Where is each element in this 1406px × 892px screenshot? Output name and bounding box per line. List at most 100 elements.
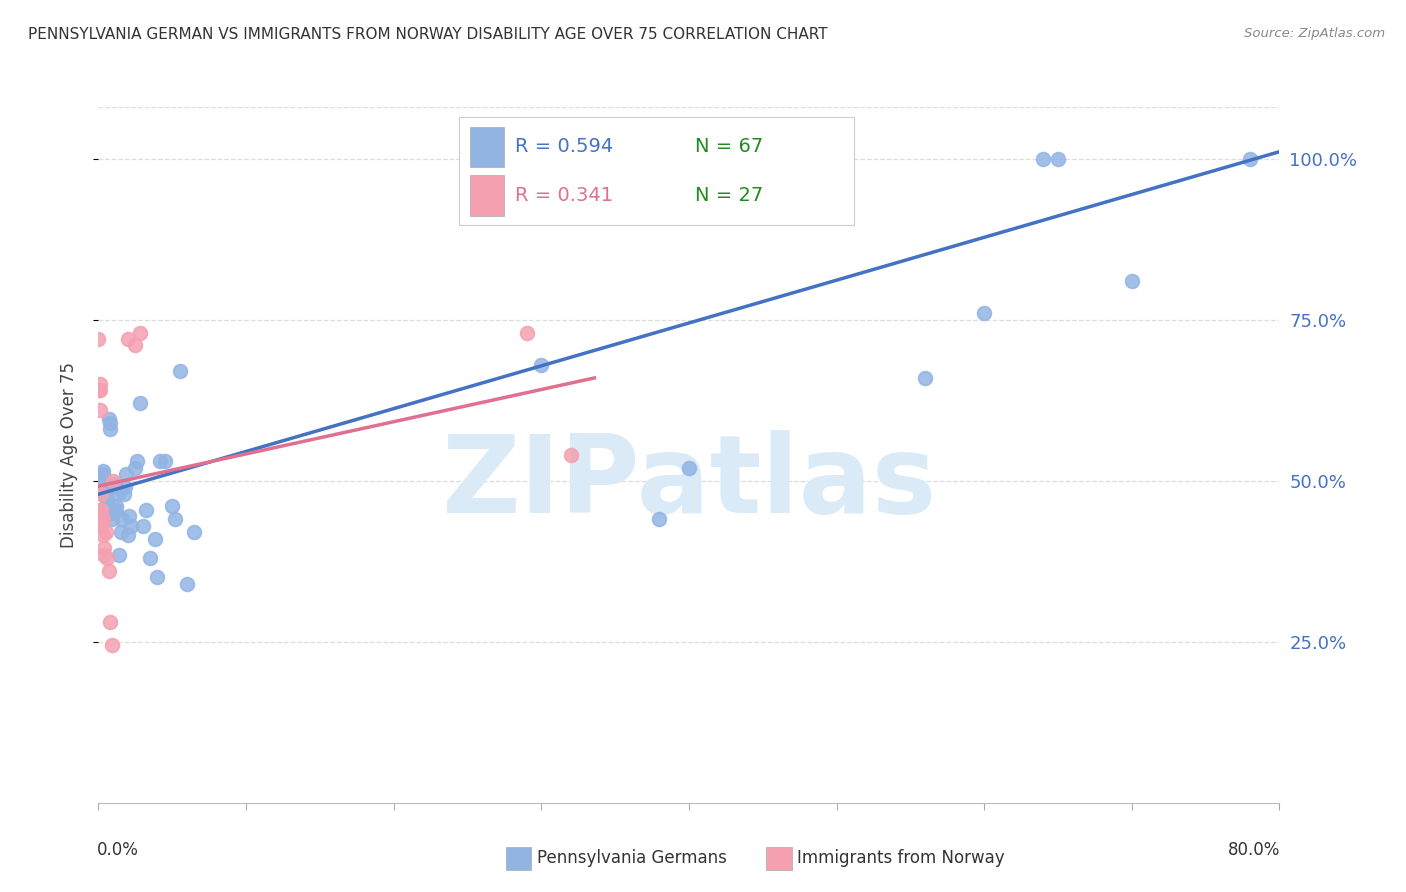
Point xyxy=(111,512,134,526)
Point xyxy=(103,474,125,488)
Point xyxy=(89,476,111,491)
Point xyxy=(90,480,112,494)
Point xyxy=(546,152,568,166)
Point xyxy=(98,422,121,436)
Point xyxy=(87,384,110,398)
Point xyxy=(162,500,183,514)
Point xyxy=(108,548,131,562)
Text: ZIPatlas: ZIPatlas xyxy=(441,430,936,536)
Point xyxy=(91,464,114,478)
Point xyxy=(165,512,187,526)
Point xyxy=(1239,152,1261,166)
Text: N = 67: N = 67 xyxy=(695,137,763,156)
Point xyxy=(89,518,111,533)
Point xyxy=(139,551,162,566)
Point xyxy=(98,615,121,630)
Text: 0.0%: 0.0% xyxy=(97,841,139,859)
Point xyxy=(107,486,129,500)
Point xyxy=(516,152,538,166)
Text: Immigrants from Norway: Immigrants from Norway xyxy=(797,849,1005,867)
Point xyxy=(153,454,176,468)
Point xyxy=(89,509,111,524)
Bar xyxy=(471,175,503,216)
Text: Source: ZipAtlas.com: Source: ZipAtlas.com xyxy=(1244,27,1385,40)
Point xyxy=(89,377,111,392)
Point xyxy=(115,467,138,482)
Point xyxy=(97,564,120,578)
Point xyxy=(516,326,538,340)
Text: R = 0.341: R = 0.341 xyxy=(516,186,613,205)
Point xyxy=(1032,152,1054,166)
Point xyxy=(104,476,127,491)
Point xyxy=(914,370,936,384)
Point xyxy=(90,502,112,516)
Point xyxy=(1046,152,1070,166)
Point xyxy=(149,454,172,468)
Point xyxy=(501,152,523,166)
Point xyxy=(112,486,135,500)
Text: 80.0%: 80.0% xyxy=(1229,841,1281,859)
Point xyxy=(146,570,169,584)
Point xyxy=(104,480,127,494)
Point xyxy=(94,525,117,540)
Point xyxy=(89,384,111,398)
Point xyxy=(87,332,110,346)
Point xyxy=(105,500,128,514)
Point xyxy=(89,502,111,516)
Point xyxy=(118,509,141,524)
Point xyxy=(93,474,115,488)
Point xyxy=(90,518,112,533)
Bar xyxy=(471,127,503,167)
Point xyxy=(100,638,122,652)
Point xyxy=(128,326,150,340)
Point xyxy=(128,396,150,410)
Text: R = 0.594: R = 0.594 xyxy=(516,137,613,156)
Point xyxy=(103,502,125,516)
Text: PENNSYLVANIA GERMAN VS IMMIGRANTS FROM NORWAY DISABILITY AGE OVER 75 CORRELATION: PENNSYLVANIA GERMAN VS IMMIGRANTS FROM N… xyxy=(28,27,828,42)
Point xyxy=(183,525,205,540)
Point xyxy=(89,470,111,484)
Point xyxy=(100,512,122,526)
Point xyxy=(135,502,157,516)
Point xyxy=(105,502,128,516)
Point xyxy=(973,306,995,320)
Point xyxy=(94,483,117,498)
Point xyxy=(90,509,112,524)
Y-axis label: Disability Age Over 75: Disability Age Over 75 xyxy=(59,362,77,548)
Point xyxy=(1121,274,1143,288)
FancyBboxPatch shape xyxy=(458,118,855,226)
Point xyxy=(96,496,118,510)
Point xyxy=(91,528,114,542)
Point xyxy=(143,532,166,546)
Point xyxy=(97,412,120,426)
Text: N = 27: N = 27 xyxy=(695,186,763,205)
Point xyxy=(117,528,139,542)
Point xyxy=(169,364,191,378)
Point xyxy=(120,518,142,533)
Point xyxy=(93,548,115,562)
Point xyxy=(90,486,112,500)
Point xyxy=(110,525,132,540)
Point xyxy=(103,506,125,520)
Point xyxy=(94,490,117,504)
Point xyxy=(91,480,114,494)
Point xyxy=(530,358,553,372)
Point xyxy=(98,416,121,430)
Point xyxy=(96,551,118,566)
Point xyxy=(124,338,146,352)
Point xyxy=(176,576,198,591)
Point xyxy=(91,467,114,482)
Point xyxy=(90,467,112,482)
Point xyxy=(93,486,115,500)
Point xyxy=(125,454,148,468)
Point xyxy=(132,518,155,533)
Point xyxy=(114,480,136,494)
Point xyxy=(91,512,114,526)
Point xyxy=(93,480,115,494)
Text: Pennsylvania Germans: Pennsylvania Germans xyxy=(537,849,727,867)
Point xyxy=(91,474,114,488)
Point xyxy=(560,448,582,462)
Point xyxy=(89,402,111,417)
Point xyxy=(678,460,700,475)
Point xyxy=(117,332,139,346)
